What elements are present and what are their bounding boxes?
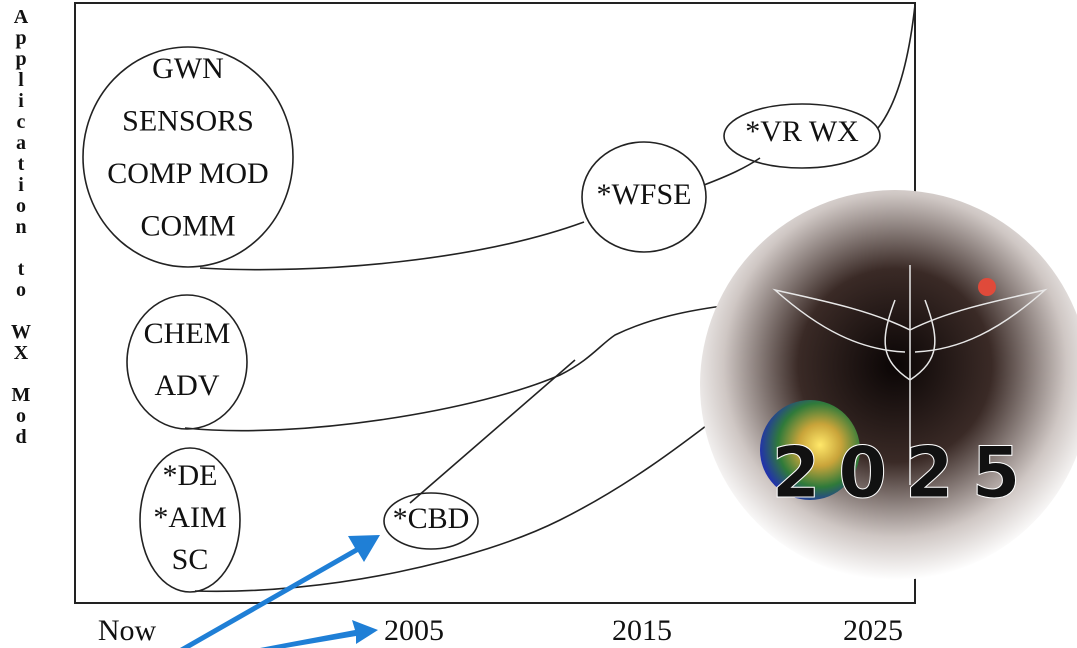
node-label: *VR WX bbox=[745, 115, 859, 148]
node-label: *CBD bbox=[393, 502, 470, 535]
x-label: 2025 bbox=[843, 614, 903, 647]
node-label: SC bbox=[172, 543, 209, 576]
x-label: Now bbox=[98, 614, 157, 647]
node-label: *DE bbox=[163, 459, 218, 492]
connectors bbox=[184, 4, 916, 593]
logo-text: 2025 bbox=[772, 432, 1039, 514]
logo: 2025 bbox=[700, 190, 1077, 580]
x-label: 2015 bbox=[612, 614, 672, 647]
node-label: COMM bbox=[140, 209, 235, 242]
node-label: *WFSE bbox=[596, 178, 691, 211]
node-label: COMP MOD bbox=[107, 157, 268, 190]
node-label: CHEM bbox=[144, 317, 231, 350]
y-axis-label: Application to WX Mod bbox=[10, 6, 32, 447]
node-label: ADV bbox=[155, 369, 220, 402]
node-shapes bbox=[82, 46, 881, 593]
node-label: *AIM bbox=[153, 501, 226, 534]
arrows bbox=[180, 535, 380, 648]
x-label: 2005 bbox=[384, 614, 444, 647]
node-label: SENSORS bbox=[122, 104, 254, 137]
node-label: GWN bbox=[152, 52, 224, 85]
